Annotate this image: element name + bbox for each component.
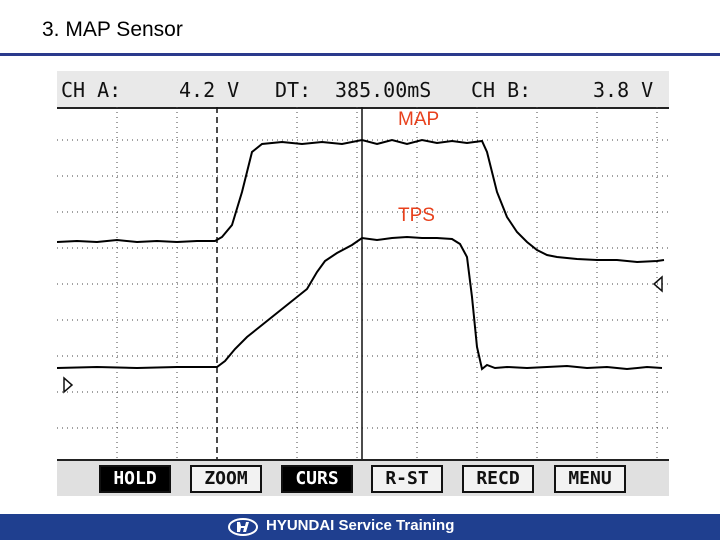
hyundai-logo-icon [228,518,258,536]
ch-a-label: CH A: [61,78,122,102]
map-trace [57,138,665,264]
map-trace-label: MAP [398,109,440,130]
dt-value: 385.00mS [335,78,432,102]
recd-button[interactable]: RECD [462,465,534,493]
tps-trace [57,235,663,371]
menu-button[interactable]: MENU [554,465,626,493]
dt-label: DT: [275,78,312,102]
waveform-plot [57,107,669,459]
hold-button[interactable]: HOLD [99,465,171,493]
oscilloscope-screen: CH A: 4.2 V DT: 385.00mS CH B: 3.8 V [57,71,669,496]
ch-b-value: 3.8 V [593,78,654,102]
title-divider [0,53,720,56]
ch-b-label: CH B: [471,78,532,102]
grid [57,107,669,459]
footer-bar: HYUNDAI Service Training [0,514,720,540]
softkey-bar: HOLD ZOOM CURS R-ST RECD MENU [57,459,669,496]
r-st-button[interactable]: R-ST [371,465,443,493]
slide-title: 3. MAP Sensor [42,18,183,41]
scope-readout-bar: CH A: 4.2 V DT: 385.00mS CH B: 3.8 V [57,71,669,109]
footer-brand-text: HYUNDAI Service Training [266,517,455,534]
zoom-button[interactable]: ZOOM [190,465,262,493]
ch-a-marker-icon [652,275,663,293]
ch-a-value: 4.2 V [179,78,240,102]
curs-button[interactable]: CURS [281,465,353,493]
tps-trace-label: TPS [398,205,435,226]
ch-b-marker-icon [63,376,74,394]
